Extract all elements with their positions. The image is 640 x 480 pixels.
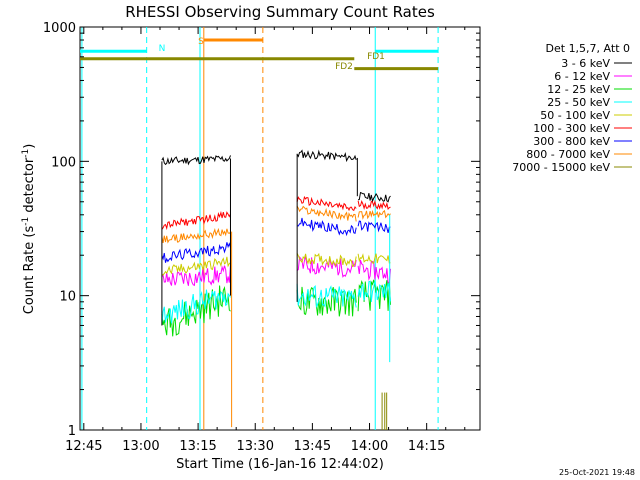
y-tick-label: 1000 xyxy=(43,21,76,36)
legend-label: 7000 - 15000 keV xyxy=(512,161,610,174)
y-tick-label: 1 xyxy=(68,424,76,439)
series-line xyxy=(161,210,231,231)
series-line xyxy=(161,242,231,263)
series-line xyxy=(357,220,391,234)
series-line xyxy=(296,205,357,222)
legend-label: 6 - 12 keV xyxy=(554,70,610,83)
series-line xyxy=(357,209,391,220)
x-axis-ticks: 12:45 13:00 13:15 13:30 13:45 14:00 14:15 xyxy=(65,27,466,454)
legend-label: 300 - 800 keV xyxy=(533,135,610,148)
flag-bars: N S FD1 FD2 xyxy=(80,37,439,72)
y-tick-label: 10 xyxy=(59,290,76,305)
legend-label: 25 - 50 keV xyxy=(547,96,610,109)
x-tick-label: 14:00 xyxy=(351,439,388,454)
series-line xyxy=(357,199,391,211)
series-line xyxy=(296,283,357,309)
x-tick-label: 13:00 xyxy=(122,439,159,454)
series-line xyxy=(161,155,231,166)
x-tick-label: 13:15 xyxy=(179,439,216,454)
x-tick-label: 14:15 xyxy=(408,439,445,454)
chart-title: RHESSI Observing Summary Count Rates xyxy=(125,3,435,21)
series-line xyxy=(357,259,391,284)
series-line xyxy=(357,191,391,203)
flag-label-s: S xyxy=(198,37,204,47)
series-line xyxy=(296,195,357,212)
flag-label-fd1: FD1 xyxy=(367,52,385,62)
x-tick-label: 12:45 xyxy=(65,439,102,454)
y-axis-label-main: Count Rate (s xyxy=(22,226,37,315)
y-axis-label-close: ) xyxy=(22,144,37,149)
series-line xyxy=(357,253,391,264)
y-axis-label-sup: -1 xyxy=(21,217,31,226)
plot-frame xyxy=(79,26,481,431)
series-line xyxy=(357,280,391,303)
legend-label: 100 - 300 keV xyxy=(533,122,610,135)
series-line xyxy=(297,217,357,237)
series-line xyxy=(161,256,231,276)
series-line xyxy=(296,149,357,163)
y-axis-label: Count Rate (s-1 detector-1) xyxy=(21,144,37,315)
y-axis-label-middle: detector xyxy=(22,157,37,217)
series-line xyxy=(296,252,357,268)
legend-title: Det 1,5,7, Att 0 xyxy=(546,42,630,55)
x-axis-label: Start Time (16-Jan-16 12:44:02) xyxy=(176,457,384,472)
legend-label: 50 - 100 keV xyxy=(540,109,610,122)
series-line xyxy=(161,227,231,244)
flag-label-fd2: FD2 xyxy=(335,62,353,72)
legend-label: 12 - 25 keV xyxy=(547,83,610,96)
flag-label-n: N xyxy=(159,44,166,54)
legend-label: 800 - 7000 keV xyxy=(526,148,610,161)
y-axis-label-sup-2: -1 xyxy=(21,149,31,158)
y-axis-ticks: 1 10 100 1000 xyxy=(43,21,480,439)
legend-label: 3 - 6 keV xyxy=(561,57,610,70)
series-line xyxy=(296,286,357,317)
y-tick-label: 100 xyxy=(51,155,76,170)
timestamp: 25-Oct-2021 19:48 xyxy=(559,468,635,477)
vertical-markers xyxy=(81,27,439,430)
series-line xyxy=(161,289,231,325)
x-tick-label: 13:45 xyxy=(294,439,331,454)
series-lines xyxy=(161,149,391,430)
x-tick-label: 13:30 xyxy=(237,439,274,454)
series-line xyxy=(161,265,231,287)
